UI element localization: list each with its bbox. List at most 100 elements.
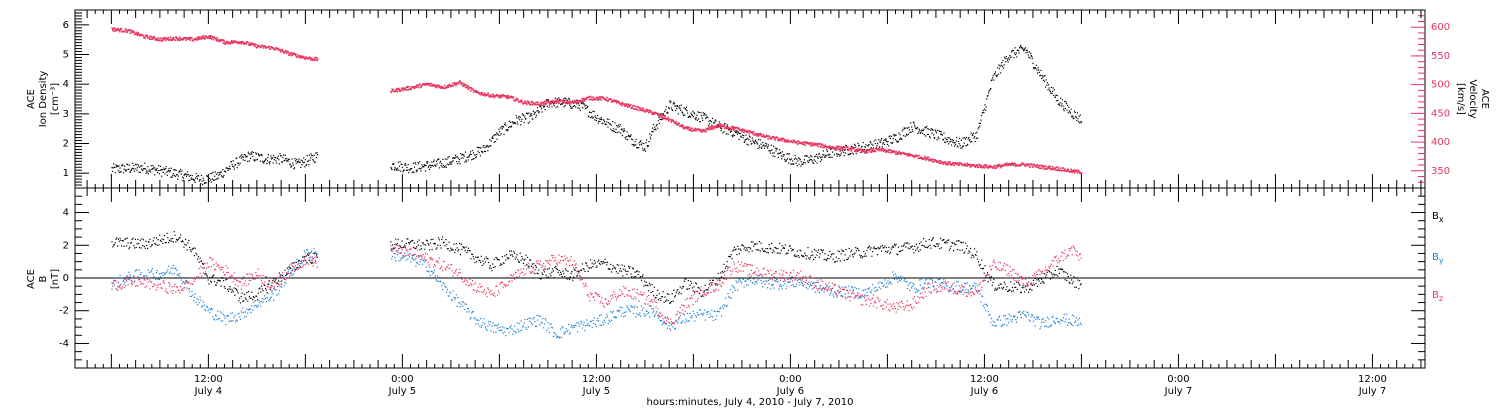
Bx-point — [718, 278, 720, 280]
Bx-point — [554, 266, 556, 269]
velocity-point — [208, 35, 210, 37]
Bx-point — [565, 269, 567, 271]
density-point — [695, 117, 697, 119]
velocity-point — [942, 163, 944, 166]
velocity-point — [882, 147, 884, 150]
Bx-point — [889, 253, 891, 255]
density-point — [901, 130, 904, 132]
velocity-point — [1008, 164, 1011, 166]
velocity-point — [829, 145, 831, 148]
density-point — [210, 179, 212, 181]
density-point — [737, 132, 740, 134]
Bx-point — [295, 261, 297, 263]
Bx-point — [654, 297, 656, 299]
Bx-point — [529, 259, 531, 261]
density-point — [139, 171, 141, 173]
Bx-point — [721, 270, 723, 273]
Bx-point — [655, 296, 657, 299]
density-point — [479, 146, 481, 149]
velocity-point — [167, 37, 169, 39]
velocity-point — [179, 39, 182, 42]
velocity-point — [426, 82, 429, 85]
density-point — [251, 153, 253, 155]
density-point — [955, 140, 957, 142]
density-point — [191, 175, 193, 177]
density-point — [255, 153, 257, 155]
density-point — [430, 166, 432, 168]
velocity-point — [260, 45, 262, 48]
velocity-point — [1079, 172, 1081, 175]
Bx-point — [293, 262, 295, 264]
Bx-point — [699, 292, 701, 295]
density-point — [229, 168, 231, 170]
density-point — [1003, 64, 1005, 66]
velocity-point — [458, 80, 461, 82]
Bx-point — [577, 270, 580, 273]
Bx-point — [478, 259, 480, 261]
velocity-point — [505, 96, 507, 99]
Bx-point — [948, 249, 951, 251]
velocity-point — [816, 142, 819, 145]
Bx-point — [502, 262, 504, 264]
density-point — [806, 155, 808, 157]
density-point — [704, 113, 706, 115]
Bx-point — [269, 289, 272, 291]
Bx-point — [312, 258, 314, 260]
density-point — [303, 161, 305, 164]
velocity-tick-label: 550 — [1431, 51, 1450, 62]
velocity-point — [887, 151, 890, 153]
density-point — [700, 114, 703, 117]
density-point — [312, 160, 315, 162]
Bx-point — [769, 247, 771, 249]
velocity-point — [881, 147, 883, 150]
Bx-point — [476, 256, 478, 259]
velocity-point — [431, 85, 433, 87]
velocity-point — [253, 45, 256, 48]
density-point — [1079, 114, 1081, 116]
Bx-point — [427, 242, 429, 245]
density-point — [807, 161, 809, 164]
velocity-point — [813, 142, 816, 145]
Bx-point — [171, 240, 173, 242]
velocity-point — [893, 150, 895, 152]
density-point — [773, 152, 775, 154]
density-point — [171, 176, 173, 178]
Bx-point — [444, 245, 446, 247]
Bx-point — [527, 266, 529, 268]
density-point — [465, 161, 468, 163]
density-point — [165, 168, 167, 170]
velocity-point — [1045, 165, 1047, 168]
density-point — [689, 116, 692, 118]
density-point — [481, 150, 483, 152]
density-point — [810, 155, 812, 157]
density-point — [875, 139, 877, 141]
velocity-point — [879, 148, 882, 151]
density-point — [467, 159, 469, 161]
velocity-point — [849, 147, 851, 150]
velocity-point — [878, 147, 881, 150]
density-point — [775, 148, 778, 150]
density-point — [316, 152, 318, 154]
Bx-point — [133, 245, 135, 247]
Bx-point — [390, 241, 392, 243]
velocity-tick-label: 400 — [1431, 137, 1450, 148]
velocity-point — [773, 137, 776, 140]
Bx-point — [744, 246, 746, 248]
Bx-point — [559, 274, 561, 276]
density-point — [888, 145, 890, 147]
density-point — [665, 109, 667, 111]
velocity-point — [816, 144, 819, 147]
velocity-point — [918, 157, 920, 160]
Bx-point — [256, 299, 259, 301]
density-point — [744, 140, 746, 142]
Bx-point — [1013, 283, 1015, 285]
Bx-point — [180, 241, 183, 243]
velocity-point — [476, 91, 479, 93]
Bx-point — [959, 249, 961, 252]
Bx-point — [981, 259, 983, 261]
velocity-point — [881, 149, 884, 151]
density-point — [847, 149, 849, 151]
velocity-point — [464, 83, 466, 86]
velocity-point — [184, 37, 186, 40]
density-point — [952, 141, 954, 143]
